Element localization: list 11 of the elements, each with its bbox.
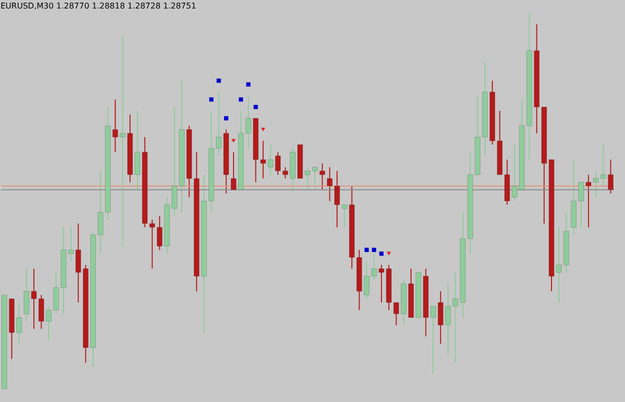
point	[379, 252, 384, 256]
point	[231, 139, 236, 143]
point	[246, 82, 250, 87]
candlestick	[608, 159, 614, 194]
point	[216, 78, 221, 83]
point	[386, 252, 391, 256]
point	[254, 104, 258, 110]
point	[224, 116, 228, 120]
chart-title: EURUSD,M30 1.28770 1.28818 1.28728 1.28751	[0, 2, 196, 10]
point	[261, 128, 266, 132]
point	[364, 248, 369, 252]
